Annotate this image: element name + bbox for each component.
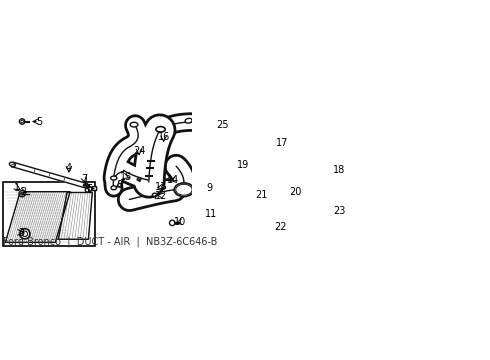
Ellipse shape [162, 185, 166, 189]
Text: 5: 5 [36, 117, 42, 126]
Ellipse shape [111, 176, 117, 180]
Text: 9: 9 [206, 183, 212, 193]
Text: 2023 Ford Bronco  |  DUCT - AIR  |  NB3Z-6C646-B: 2023 Ford Bronco | DUCT - AIR | NB3Z-6C6… [0, 237, 218, 247]
Text: 1: 1 [14, 183, 20, 193]
Circle shape [170, 220, 175, 226]
Text: 25: 25 [217, 120, 229, 130]
Circle shape [336, 172, 342, 179]
Circle shape [19, 190, 25, 197]
Ellipse shape [174, 183, 194, 197]
Ellipse shape [137, 178, 141, 181]
Ellipse shape [239, 151, 247, 157]
Text: 18: 18 [333, 165, 345, 175]
Text: 20: 20 [289, 187, 301, 197]
FancyBboxPatch shape [244, 195, 252, 202]
Text: 3: 3 [18, 228, 24, 238]
Text: 15: 15 [120, 172, 132, 182]
Text: 4: 4 [66, 162, 72, 172]
Ellipse shape [269, 228, 279, 235]
Ellipse shape [83, 184, 90, 188]
Text: 22: 22 [274, 222, 287, 232]
Text: 11: 11 [205, 209, 218, 219]
Text: 8: 8 [117, 180, 122, 190]
Polygon shape [5, 192, 70, 242]
Text: 16: 16 [158, 132, 170, 142]
Text: 6: 6 [87, 184, 93, 194]
Ellipse shape [185, 118, 192, 123]
Text: 17: 17 [276, 138, 289, 148]
Circle shape [85, 188, 89, 192]
Text: 12: 12 [155, 190, 168, 201]
Bar [2, 182, 96, 246]
Text: 10: 10 [174, 217, 186, 227]
FancyBboxPatch shape [257, 193, 264, 199]
Text: 14: 14 [167, 175, 179, 185]
FancyBboxPatch shape [92, 186, 97, 190]
Ellipse shape [156, 127, 165, 132]
Ellipse shape [152, 193, 157, 197]
Text: 2: 2 [20, 187, 26, 197]
Ellipse shape [111, 186, 117, 190]
FancyBboxPatch shape [205, 212, 210, 217]
Circle shape [20, 119, 25, 124]
Text: 23: 23 [334, 206, 346, 216]
Ellipse shape [130, 122, 138, 127]
Polygon shape [58, 193, 92, 239]
Text: 19: 19 [237, 160, 249, 170]
Text: 24: 24 [133, 146, 146, 156]
Text: 13: 13 [155, 182, 168, 192]
Text: 21: 21 [255, 190, 268, 200]
Polygon shape [12, 162, 87, 188]
Text: 7: 7 [81, 174, 88, 184]
Ellipse shape [218, 212, 226, 217]
Circle shape [20, 229, 30, 239]
Ellipse shape [169, 177, 172, 181]
Ellipse shape [9, 162, 16, 166]
